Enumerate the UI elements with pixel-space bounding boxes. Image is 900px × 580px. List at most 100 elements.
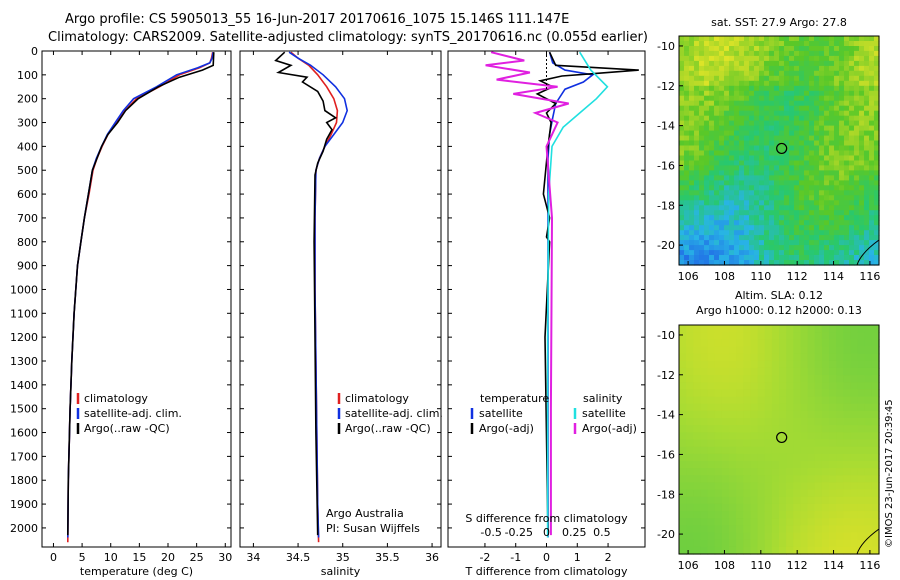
map-cell — [739, 100, 745, 107]
map-cell — [754, 115, 760, 122]
map-cell — [839, 135, 845, 142]
map-cell — [793, 382, 801, 391]
map-cell — [789, 245, 795, 251]
map-cell — [779, 70, 785, 77]
map-cell — [749, 210, 755, 216]
map-cell — [729, 65, 735, 72]
map-cell — [869, 260, 875, 266]
map-cell — [821, 432, 830, 441]
map-cell — [799, 190, 805, 196]
map-cell — [849, 110, 855, 117]
map-cell — [864, 410, 873, 419]
map-cell — [739, 50, 745, 57]
map-cell — [754, 215, 760, 221]
map-cell — [859, 65, 865, 72]
map-cell — [709, 185, 715, 191]
map-cell — [849, 60, 855, 67]
map-cell — [729, 532, 737, 541]
map-cell — [704, 260, 710, 266]
map-cell — [850, 489, 859, 498]
map-cell — [854, 115, 860, 122]
map-cell — [799, 165, 805, 171]
map-cell — [719, 120, 725, 127]
map-cell — [679, 375, 687, 383]
map-cell — [734, 175, 740, 181]
map-cell — [864, 518, 873, 526]
map-cell — [684, 65, 690, 72]
map-cell — [699, 50, 705, 57]
map-cell — [749, 220, 755, 226]
x-axis-label: temperature (deg C) — [80, 565, 193, 578]
map-cell — [834, 75, 840, 82]
map-cell — [824, 260, 830, 266]
map-cell — [829, 90, 835, 97]
map-cell — [857, 439, 866, 448]
map-cell — [764, 85, 770, 92]
map-cell — [709, 175, 715, 181]
map-cell — [771, 339, 780, 348]
map-cell — [739, 240, 745, 246]
map-cell — [849, 65, 855, 72]
map-cell — [679, 230, 685, 236]
map-cell — [699, 260, 705, 266]
map-cell — [844, 200, 850, 206]
map-cell — [784, 85, 790, 92]
map-cell — [714, 155, 720, 162]
map-cell — [729, 55, 735, 62]
map-cell — [729, 539, 737, 548]
map-cell — [799, 55, 805, 62]
map-cell — [704, 215, 710, 221]
map-cell — [809, 150, 815, 157]
map-cell — [779, 190, 785, 196]
map-cell — [693, 396, 701, 405]
map-cell — [754, 175, 760, 181]
map-cell — [743, 546, 751, 555]
map-cell — [824, 120, 830, 127]
map-cell — [819, 195, 825, 201]
map-cell — [714, 389, 723, 398]
map-cell — [739, 130, 745, 137]
map-cell — [757, 375, 766, 383]
map-cell — [854, 185, 860, 191]
map-cell — [819, 250, 825, 256]
map-cell — [709, 245, 715, 251]
map-cell — [849, 70, 855, 77]
map-cell — [869, 140, 875, 147]
map-cell — [684, 100, 690, 107]
map-cell — [779, 195, 785, 201]
map-cell — [707, 518, 716, 526]
map-cell — [744, 130, 750, 137]
map-cell — [744, 190, 750, 196]
map-cell — [757, 425, 766, 433]
map-cell — [694, 145, 700, 152]
map-cell — [704, 165, 710, 171]
map-cell — [769, 125, 775, 132]
map-cell — [854, 125, 860, 132]
map-cell — [804, 170, 810, 176]
map-cell — [759, 110, 765, 117]
map-cell — [764, 332, 773, 340]
map-cell — [744, 100, 750, 107]
map-cell — [814, 145, 820, 152]
map-cell — [814, 41, 820, 47]
map-cell — [719, 90, 725, 97]
map-cell — [864, 150, 870, 157]
map-cell — [814, 150, 820, 157]
map-cell — [714, 100, 720, 107]
map-cell — [750, 353, 759, 362]
map-cell — [800, 382, 809, 391]
map-cell — [771, 389, 780, 398]
map-cell — [759, 260, 765, 266]
map-cell — [829, 518, 837, 526]
map-cell — [754, 145, 760, 152]
map-cell — [707, 425, 716, 433]
map-cell — [686, 482, 694, 491]
map-cell — [864, 367, 873, 376]
map-cell — [684, 220, 690, 226]
map-cell — [859, 260, 865, 266]
y-tick-label: -18 — [657, 488, 675, 501]
map-cell — [864, 100, 870, 107]
map-cell — [809, 195, 815, 201]
map-cell — [707, 503, 716, 512]
map-cell — [749, 235, 755, 241]
